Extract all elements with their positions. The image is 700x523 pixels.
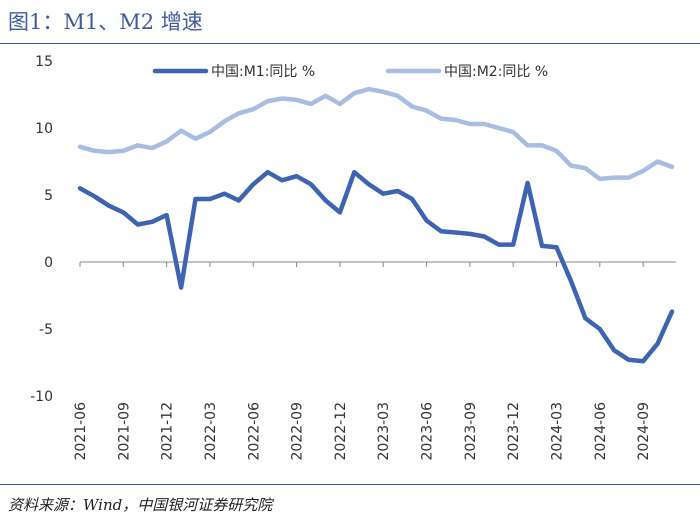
y-tick-label: -5 (39, 322, 53, 338)
y-tick-label: 15 (35, 54, 53, 70)
x-tick-label: 2022-06 (246, 402, 262, 461)
bottom-rule (0, 484, 700, 485)
x-tick-label: 2023-09 (463, 402, 479, 461)
series-line-m2 (77, 86, 675, 182)
series-lines (77, 86, 675, 364)
y-tick-label: 0 (44, 255, 53, 271)
x-tick-label: 2024-06 (593, 402, 609, 461)
source-note: 资料来源：Wind，中国银河证券研究院 (8, 496, 273, 514)
y-axis: 15 10 5 0 -5 -10 (30, 54, 53, 405)
legend: 中国:M1:同比 % 中国:M2:同比 % (152, 64, 548, 80)
x-tick-label: 2021-06 (73, 402, 89, 461)
legend-label-m1: 中国:M1:同比 % (211, 64, 315, 80)
x-tick-label: 2023-03 (376, 402, 392, 461)
x-tick-label: 2024-03 (549, 402, 565, 461)
x-tick-label: 2022-09 (290, 402, 306, 461)
x-tick-label: 2023-12 (506, 402, 522, 461)
x-tick-label: 2021-12 (160, 402, 176, 461)
x-axis: 2021-06 2021-09 2021-12 2022-03 2022-06 2022-… (73, 261, 676, 461)
x-tick-label: 2022-03 (203, 402, 219, 461)
legend-label-m2: 中国:M2:同比 % (444, 64, 548, 80)
x-tick-label: 2023-06 (420, 402, 436, 461)
series-line-m1 (77, 169, 675, 364)
x-tick-label: 2022-12 (333, 402, 349, 461)
line-chart: 15 10 5 0 -5 -10 2021-06 2021-09 2021-12 2022-03… (30, 54, 676, 461)
y-tick-label: 5 (44, 188, 53, 204)
x-tick-label: 2024-09 (636, 402, 652, 461)
figure-title: 图1：M1、M2 增速 (8, 10, 203, 34)
y-tick-label: -10 (30, 389, 53, 405)
x-tick-label: 2021-09 (116, 402, 132, 461)
title-rule (0, 43, 700, 44)
y-tick-label: 10 (35, 121, 53, 137)
